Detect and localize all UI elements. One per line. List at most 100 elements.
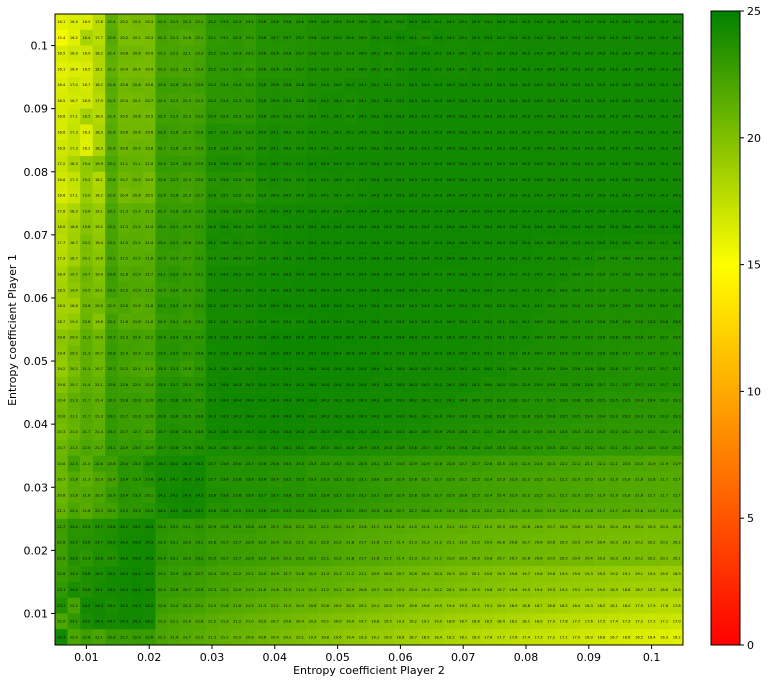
heatmap-cell-value: 24.3 bbox=[145, 572, 153, 576]
heatmap-cell-value: 24.1 bbox=[334, 131, 342, 135]
heatmap-cell-value: 24.3 bbox=[484, 83, 492, 87]
heatmap-cell bbox=[369, 187, 382, 204]
heatmap-cell-value: 24.2 bbox=[82, 604, 90, 608]
heatmap-cell bbox=[369, 250, 382, 267]
heatmap-cell bbox=[142, 203, 156, 220]
heatmap-cell-value: 20.7 bbox=[57, 478, 65, 482]
heatmap-cell-value: 23.6 bbox=[82, 541, 91, 545]
heatmap-cell bbox=[494, 124, 508, 141]
heatmap-cell-value: 18.5 bbox=[57, 288, 65, 292]
heatmap-cell-value: 23.0 bbox=[246, 36, 255, 40]
heatmap-cell bbox=[557, 92, 571, 109]
heatmap-cell-value: 23.4 bbox=[70, 525, 79, 529]
heatmap-cell-value: 22.3 bbox=[472, 509, 480, 513]
heatmap-cell-value: 20.8 bbox=[484, 556, 493, 560]
heatmap-cell-value: 20.4 bbox=[409, 588, 418, 592]
heatmap-cell-value: 24.1 bbox=[334, 194, 342, 198]
heatmap-cell-value: 22.9 bbox=[158, 162, 167, 166]
heatmap-cell-value: 20.7 bbox=[57, 446, 65, 450]
heatmap-cell-value: 23.6 bbox=[271, 67, 280, 71]
heatmap-cell-value: 16.2 bbox=[673, 635, 681, 639]
heatmap-cell bbox=[645, 171, 659, 188]
heatmap-cell bbox=[255, 234, 269, 251]
heatmap-cell bbox=[557, 61, 571, 78]
heatmap-cell-value: 24.3 bbox=[283, 272, 291, 276]
heatmap-cell-value: 20.7 bbox=[95, 367, 103, 371]
heatmap-cell-value: 23.7 bbox=[95, 525, 103, 529]
heatmap-cell-value: 24.1 bbox=[522, 304, 530, 308]
heatmap-cell-value: 24.3 bbox=[334, 162, 342, 166]
heatmap-cell-value: 22.2 bbox=[108, 257, 116, 261]
heatmap-cell-value: 20.3 bbox=[673, 525, 681, 529]
heatmap-cell-value: 23.6 bbox=[158, 414, 167, 418]
heatmap-cell-value: 22.9 bbox=[195, 162, 204, 166]
heatmap-cell-value: 21.9 bbox=[597, 493, 606, 497]
heatmap-cell-value: 24.3 bbox=[371, 383, 379, 387]
heatmap-cell-value: 24.3 bbox=[233, 383, 241, 387]
heatmap-cell-value: 22.8 bbox=[108, 635, 117, 639]
heatmap-cell-value: 16.9 bbox=[57, 146, 66, 150]
heatmap-cell-value: 21.5 bbox=[246, 604, 254, 608]
heatmap-cell-value: 17.6 bbox=[57, 209, 66, 213]
heatmap-cell-value: 23.1 bbox=[170, 541, 178, 545]
heatmap-cell-value: 23.7 bbox=[622, 351, 630, 355]
heatmap-cell bbox=[55, 124, 68, 141]
heatmap-cell bbox=[456, 45, 470, 62]
heatmap-cell bbox=[569, 61, 583, 78]
heatmap-cell-value: 24.3 bbox=[572, 36, 580, 40]
heatmap-cell bbox=[255, 155, 269, 173]
y-tick-label: 0.05 bbox=[24, 355, 49, 368]
heatmap-cell-value: 21.8 bbox=[359, 525, 368, 529]
heatmap-cell-value: 18.7 bbox=[70, 257, 78, 261]
heatmap-cell-value: 22.6 bbox=[57, 556, 66, 560]
heatmap-cell-value: 24.3 bbox=[660, 131, 668, 135]
heatmap-cell-value: 23.0 bbox=[359, 509, 368, 513]
heatmap-cell bbox=[318, 171, 332, 188]
heatmap-cell-value: 17.9 bbox=[95, 99, 104, 103]
heatmap-cell-value: 24.4 bbox=[359, 320, 368, 324]
heatmap-cell bbox=[356, 155, 370, 173]
heatmap-cell-value: 24.3 bbox=[434, 83, 442, 87]
heatmap-cell-value: 20.2 bbox=[648, 541, 656, 545]
heatmap-cell-value: 22.9 bbox=[158, 320, 167, 324]
heatmap-cell-value: 23.3 bbox=[70, 572, 78, 576]
heatmap-cell bbox=[230, 61, 244, 78]
heatmap-cell-value: 23.1 bbox=[170, 241, 178, 245]
heatmap-cell-value: 24.3 bbox=[560, 99, 568, 103]
heatmap-cell bbox=[569, 92, 583, 109]
heatmap-cell-value: 17.8 bbox=[660, 604, 669, 608]
heatmap-cell-value: 22.5 bbox=[509, 462, 517, 466]
heatmap-cell-value: 18.4 bbox=[497, 620, 506, 624]
heatmap-cell-value: 20.2 bbox=[660, 541, 668, 545]
heatmap-cell-value: 20.9 bbox=[133, 178, 142, 182]
heatmap-cell bbox=[419, 124, 433, 141]
heatmap-cell bbox=[117, 155, 131, 173]
heatmap-cell bbox=[318, 266, 332, 283]
heatmap-cell bbox=[218, 29, 232, 46]
heatmap-cell-value: 16.4 bbox=[648, 635, 657, 639]
heatmap-cell-value: 24.0 bbox=[447, 414, 456, 418]
heatmap-cell-value: 24.3 bbox=[434, 115, 442, 119]
heatmap-cell-value: 21.6 bbox=[384, 525, 393, 529]
heatmap-cell-value: 24.0 bbox=[158, 509, 167, 513]
heatmap-cell-value: 24.3 bbox=[673, 83, 681, 87]
heatmap-cell-value: 18.4 bbox=[82, 36, 91, 40]
heatmap-cell-value: 23.7 bbox=[635, 367, 643, 371]
heatmap-cell-value: 21.3 bbox=[422, 541, 430, 545]
heatmap-cell-value: 24.4 bbox=[271, 399, 280, 403]
heatmap-cell-value: 24.3 bbox=[447, 272, 455, 276]
heatmap-cell bbox=[670, 61, 684, 78]
heatmap-cell bbox=[381, 61, 395, 78]
heatmap-cell bbox=[620, 92, 634, 109]
heatmap-cell-value: 20.9 bbox=[346, 588, 355, 592]
heatmap-cell-value: 23.3 bbox=[673, 414, 681, 418]
heatmap-cell-value: 24.3 bbox=[622, 52, 630, 56]
heatmap-cell-value: 23.8 bbox=[308, 52, 317, 56]
heatmap-cell-value: 22.7 bbox=[233, 556, 241, 560]
heatmap-cell-value: 22.5 bbox=[271, 525, 279, 529]
heatmap-cell-value: 23.8 bbox=[258, 115, 267, 119]
heatmap-cell bbox=[293, 140, 307, 157]
heatmap-cell-value: 24.1 bbox=[158, 478, 166, 482]
heatmap-cell-value: 19.5 bbox=[560, 572, 568, 576]
heatmap-cell-value: 24.2 bbox=[459, 383, 467, 387]
